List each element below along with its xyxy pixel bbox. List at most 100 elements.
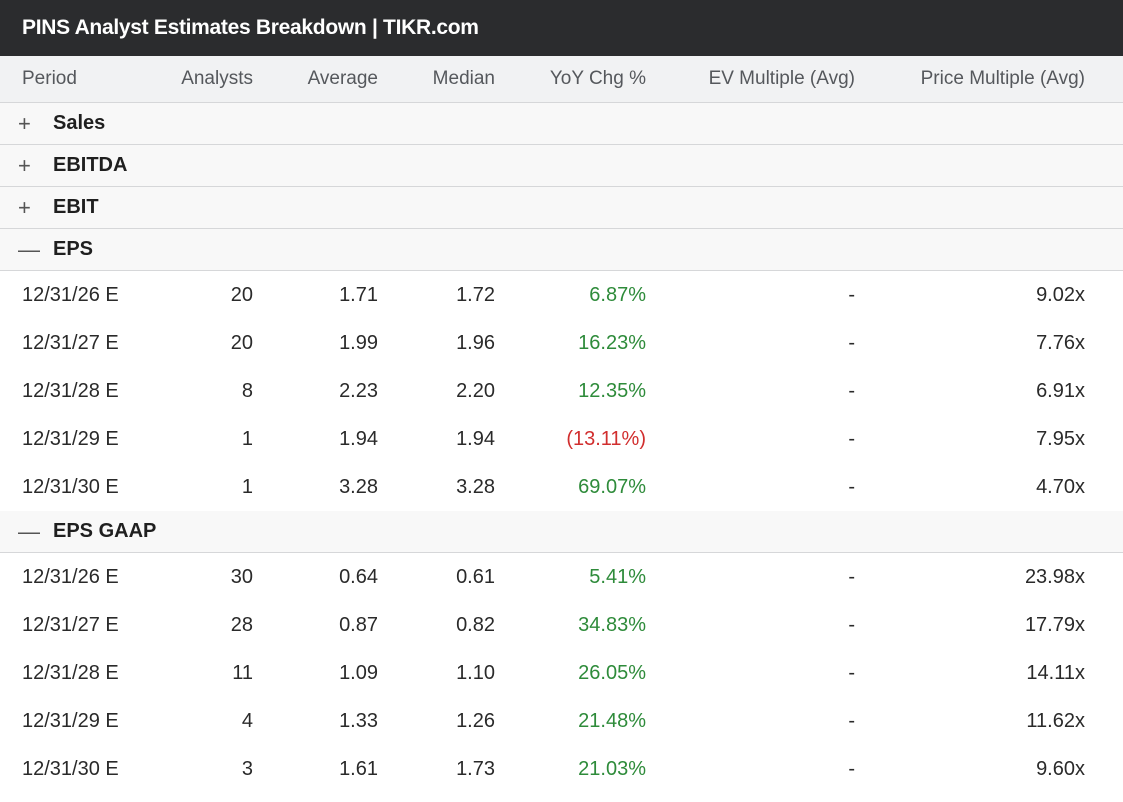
yoy-change-cell: 21.03%	[578, 757, 646, 780]
period-cell: 12/31/28 E	[22, 661, 119, 684]
section-label: EPS	[53, 238, 94, 260]
period-cell: 12/31/28 E	[22, 379, 119, 402]
yoy-change-cell: 21.48%	[578, 709, 646, 732]
period-cell: 12/31/27 E	[22, 331, 119, 354]
analysts-cell: 20	[230, 331, 253, 354]
analysts-cell: 28	[230, 613, 253, 636]
price-multiple-cell: 6.91x	[1036, 379, 1085, 402]
analysts-cell: 4	[241, 709, 253, 732]
eps-gaap-rows: 12/31/26 E 30 0.64 0.61 5.41% - 23.98x 12/31/27…	[0, 553, 1123, 793]
yoy-change-cell: 69.07%	[578, 475, 646, 498]
table-row: 12/31/26 E 20 1.71 1.72 6.87% - 9.02x	[0, 271, 1123, 319]
yoy-change-cell: 5.41%	[589, 565, 646, 588]
price-multiple-cell: 14.11x	[1026, 661, 1085, 684]
median-cell: 1.73	[456, 757, 495, 780]
analysts-cell: 3	[241, 757, 253, 780]
period-cell: 12/31/26 E	[22, 565, 119, 588]
period-cell: 12/31/27 E	[22, 613, 119, 636]
table-row: 12/31/30 E 1 3.28 3.28 69.07% - 4.70x	[0, 463, 1123, 511]
table-row: 12/31/28 E 8 2.23 2.20 12.35% - 6.91x	[0, 367, 1123, 415]
column-header-analysts[interactable]: Analysts	[181, 68, 253, 89]
period-cell: 12/31/29 E	[22, 709, 119, 732]
table-row: 12/31/29 E 4 1.33 1.26 21.48% - 11.62x	[0, 697, 1123, 745]
ev-multiple-cell: -	[848, 613, 855, 636]
analysts-cell: 11	[232, 661, 253, 684]
median-cell: 1.96	[456, 331, 495, 354]
ev-multiple-cell: -	[848, 565, 855, 588]
analysts-cell: 1	[241, 475, 253, 498]
price-multiple-cell: 23.98x	[1024, 565, 1085, 588]
average-cell: 0.64	[339, 565, 378, 588]
price-multiple-cell: 17.79x	[1024, 613, 1085, 636]
column-header-price-multiple[interactable]: Price Multiple (Avg)	[920, 68, 1085, 89]
median-cell: 1.72	[456, 283, 495, 306]
collapse-icon[interactable]: —	[18, 236, 40, 262]
period-cell: 12/31/26 E	[22, 283, 119, 306]
median-cell: 0.61	[456, 565, 495, 588]
yoy-change-cell: 26.05%	[578, 661, 646, 684]
column-header-period[interactable]: Period	[22, 68, 77, 89]
section-label: EPS GAAP	[53, 520, 157, 542]
section-eps[interactable]: — EPS	[0, 229, 1123, 271]
average-cell: 1.94	[339, 427, 378, 450]
yoy-change-cell: (13.11%)	[566, 427, 646, 450]
table-row: 12/31/27 E 28 0.87 0.82 34.83% - 17.79x	[0, 601, 1123, 649]
price-multiple-cell: 9.02x	[1036, 283, 1085, 306]
section-label: Sales	[53, 112, 106, 134]
expand-icon[interactable]: +	[18, 194, 31, 220]
average-cell: 1.99	[339, 331, 378, 354]
table-row: 12/31/26 E 30 0.64 0.61 5.41% - 23.98x	[0, 553, 1123, 601]
column-header-median[interactable]: Median	[432, 68, 495, 89]
average-cell: 1.33	[339, 709, 378, 732]
yoy-change-cell: 34.83%	[578, 613, 646, 636]
eps-rows: 12/31/26 E 20 1.71 1.72 6.87% - 9.02x 12/31/27 …	[0, 271, 1123, 511]
analysts-cell: 30	[230, 565, 253, 588]
expand-icon[interactable]: +	[18, 152, 31, 178]
average-cell: 2.23	[339, 379, 378, 402]
ev-multiple-cell: -	[848, 757, 855, 780]
page-title: PINS Analyst Estimates Breakdown | TIKR.…	[0, 0, 1123, 56]
analysts-cell: 20	[230, 283, 253, 306]
column-header-average[interactable]: Average	[307, 68, 378, 89]
section-ebitda[interactable]: + EBITDA	[0, 145, 1123, 187]
section-sales[interactable]: + Sales	[0, 103, 1123, 145]
table-row: 12/31/30 E 3 1.61 1.73 21.03% - 9.60x	[0, 745, 1123, 793]
ev-multiple-cell: -	[848, 709, 855, 732]
expand-icon[interactable]: +	[18, 110, 31, 136]
collapse-icon[interactable]: —	[18, 518, 40, 544]
median-cell: 1.94	[456, 427, 495, 450]
ev-multiple-cell: -	[848, 427, 855, 450]
section-label: EBIT	[53, 196, 99, 218]
section-ebit[interactable]: + EBIT	[0, 187, 1123, 229]
ev-multiple-cell: -	[848, 331, 855, 354]
column-header-yoy-change[interactable]: YoY Chg %	[549, 68, 646, 89]
price-multiple-cell: 4.70x	[1036, 475, 1085, 498]
price-multiple-cell: 7.76x	[1036, 331, 1085, 354]
table-row: 12/31/28 E 11 1.09 1.10 26.05% - 14.11x	[0, 649, 1123, 697]
yoy-change-cell: 6.87%	[589, 283, 646, 306]
table-row: 12/31/27 E 20 1.99 1.96 16.23% - 7.76x	[0, 319, 1123, 367]
table-row: 12/31/29 E 1 1.94 1.94 (13.11%) - 7.95x	[0, 415, 1123, 463]
price-multiple-cell: 7.95x	[1036, 427, 1085, 450]
analysts-cell: 1	[241, 427, 253, 450]
price-multiple-cell: 9.60x	[1036, 757, 1085, 780]
ev-multiple-cell: -	[848, 475, 855, 498]
average-cell: 1.09	[339, 661, 378, 684]
section-label: EBITDA	[53, 154, 128, 176]
column-header-ev-multiple[interactable]: EV Multiple (Avg)	[708, 68, 855, 89]
average-cell: 3.28	[339, 475, 378, 498]
period-cell: 12/31/30 E	[22, 757, 119, 780]
median-cell: 1.10	[456, 661, 495, 684]
average-cell: 1.71	[339, 283, 378, 306]
period-cell: 12/31/29 E	[22, 427, 119, 450]
median-cell: 1.26	[456, 709, 495, 732]
yoy-change-cell: 16.23%	[578, 331, 646, 354]
average-cell: 1.61	[339, 757, 378, 780]
price-multiple-cell: 11.62x	[1026, 709, 1085, 732]
average-cell: 0.87	[339, 613, 378, 636]
median-cell: 2.20	[456, 379, 495, 402]
table-header: Period Analysts Average Median YoY Chg %…	[0, 56, 1123, 103]
yoy-change-cell: 12.35%	[578, 379, 646, 402]
analysts-cell: 8	[241, 379, 253, 402]
section-eps-gaap[interactable]: — EPS GAAP	[0, 511, 1123, 553]
